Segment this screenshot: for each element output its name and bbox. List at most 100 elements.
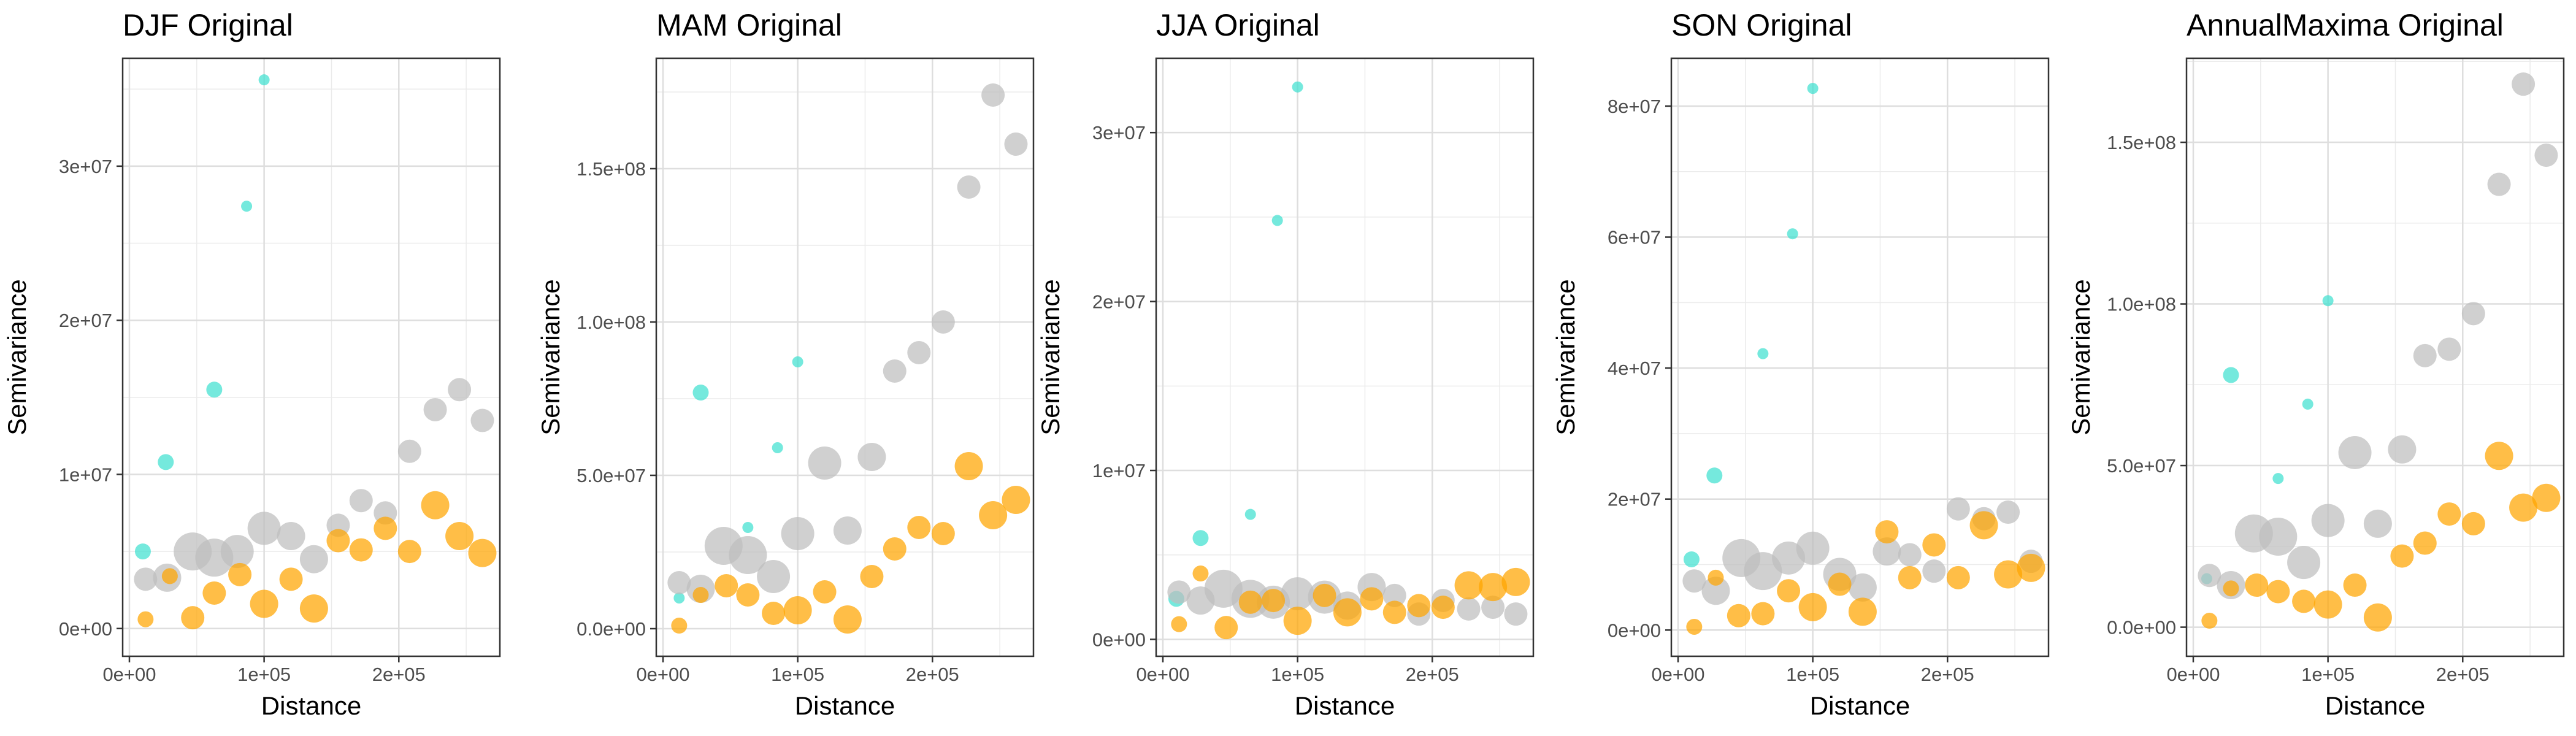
data-point [206,381,223,398]
data-point [1281,577,1314,611]
data-point [202,581,226,605]
data-point [1969,511,1998,540]
data-point [1454,571,1483,600]
data-point [2363,603,2392,632]
data-point [2338,435,2372,469]
data-point [2311,504,2345,537]
x-tick-label: 0e+00 [2166,664,2220,685]
data-point [1686,618,1703,635]
data-point [808,447,841,480]
data-point [1313,583,1336,607]
x-axis-label: Distance [2325,691,2425,720]
data-point [2534,144,2558,167]
x-axis-label: Distance [1295,691,1395,720]
y-tick-label: 8e+07 [1608,96,1661,117]
data-point [1727,604,1750,627]
data-point [1192,530,1209,546]
data-point [1757,348,1769,359]
x-tick-label: 2e+05 [372,664,426,685]
data-point [979,501,1008,529]
data-point [397,540,421,564]
data-point [1796,531,1830,565]
data-point [421,491,450,519]
data-point [445,521,474,550]
data-point [1171,616,1187,632]
x-tick-label: 0e+00 [1136,664,1189,685]
chart-title: AnnualMaxima Original [2187,8,2504,42]
data-point [1828,572,1852,596]
data-point [781,517,815,550]
data-point [667,571,691,594]
data-point [2259,518,2298,556]
data-point [349,538,373,562]
data-point [1798,592,1827,621]
y-axis-label: Semivariance [1036,279,1065,435]
data-point [1504,602,1528,626]
y-tick-label: 1.5e+08 [577,158,646,180]
data-point [1333,598,1362,627]
y-axis-label: Semivariance [1551,279,1580,435]
data-point [1922,559,1946,583]
data-point [299,545,328,573]
data-point [2287,546,2321,580]
x-axis-label: Distance [261,691,361,720]
panel-border [2185,57,2565,657]
data-point [299,594,328,623]
data-point [1946,497,1970,521]
data-point [220,535,254,569]
data-point [729,536,767,574]
data-point [1501,567,1530,596]
data-point [2485,442,2513,470]
x-tick-label: 0e+00 [1651,664,1704,685]
data-point [2413,531,2437,555]
data-point [736,583,760,607]
data-point [1238,590,1262,614]
data-point [1360,587,1384,611]
data-point [907,341,931,364]
data-point [692,587,709,603]
y-tick-label: 1.5e+08 [2107,132,2176,153]
panel-border [1155,57,1535,657]
data-point [2532,483,2561,512]
data-point [250,589,278,618]
data-point [1848,573,1877,602]
y-tick-label: 5.0e+07 [577,465,646,486]
data-point [860,565,884,588]
data-point [1777,579,1801,603]
data-point [1701,577,1730,605]
data-point [277,521,305,550]
data-point [757,560,791,593]
data-point [813,580,837,604]
panel-border [1670,57,2050,657]
data-point [742,522,754,533]
x-tick-label: 1e+05 [1786,664,1839,685]
x-tick-label: 0e+00 [102,664,156,685]
y-tick-label: 0.0e+00 [577,618,646,640]
plot-background [656,58,1033,656]
x-axis-label: Distance [795,691,895,720]
data-point [470,408,494,432]
data-point [1283,607,1312,635]
y-tick-label: 1.0e+08 [2107,294,2176,315]
data-point [1002,486,1030,514]
x-tick-label: 2e+05 [906,664,959,685]
x-tick-label: 1e+05 [237,664,291,685]
data-point [1807,83,1819,94]
data-point [2017,553,2045,582]
data-point [981,83,1005,107]
data-point [1994,560,2023,589]
data-point [1873,537,1901,566]
data-point [1946,565,1970,589]
data-point [137,611,154,627]
data-point [772,442,783,453]
y-tick-label: 1e+07 [1092,460,1146,481]
y-axis-label: Semivariance [2,279,31,435]
data-point [931,310,955,334]
data-point [1683,551,1700,567]
y-tick-label: 0.0e+00 [2107,617,2176,638]
data-point [2413,343,2437,367]
data-point [2388,435,2417,464]
x-tick-label: 0e+00 [636,664,689,685]
data-point [374,516,397,540]
